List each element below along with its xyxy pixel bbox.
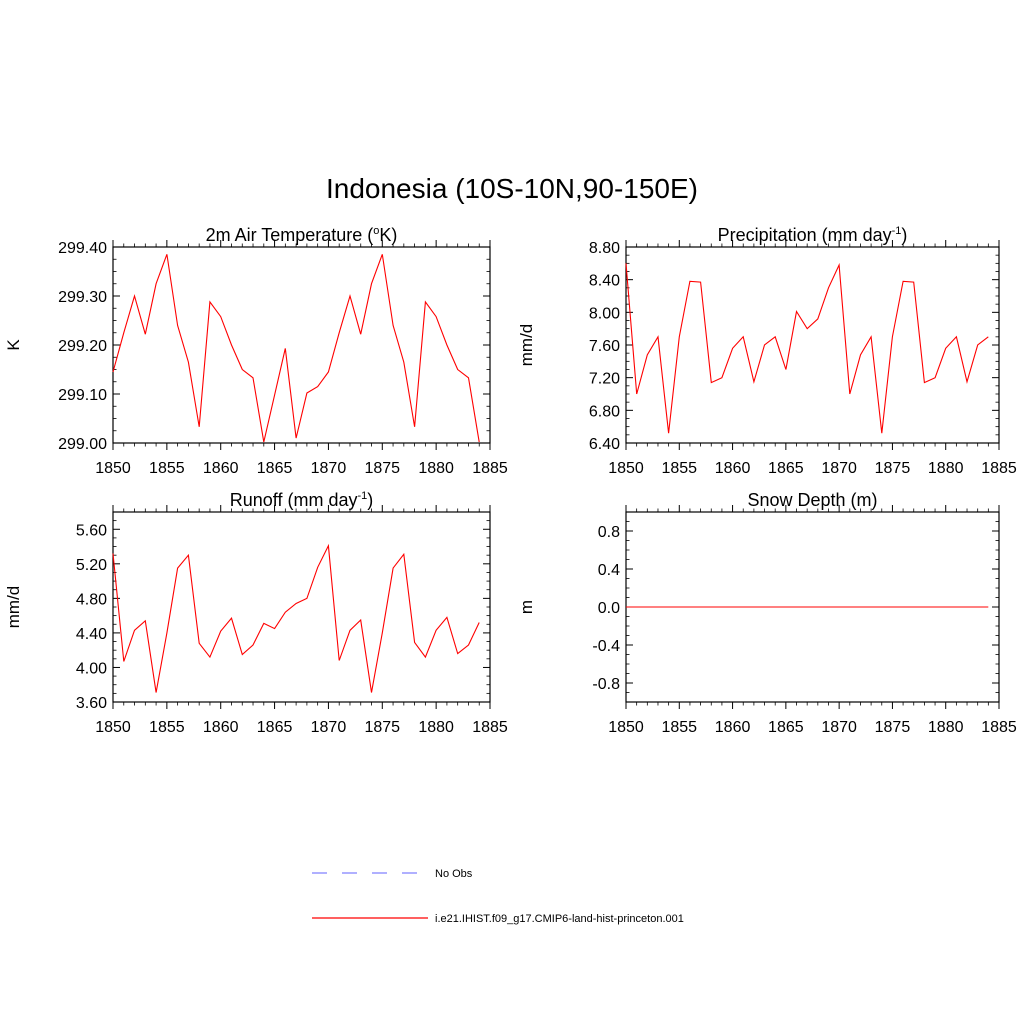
panel-title-superscript: -1 bbox=[357, 490, 367, 502]
x-tick-label: 1850 bbox=[95, 719, 131, 736]
panel-title-main: Runoff (mm day bbox=[230, 490, 358, 510]
y-tick-label: -0.4 bbox=[592, 638, 620, 655]
y-tick-label: 4.80 bbox=[76, 591, 107, 608]
panel-title: 2m Air Temperature (oK) bbox=[206, 225, 398, 245]
x-tick-label: 1865 bbox=[257, 460, 293, 477]
chart-panels: 1850 1855 1860 1865 1870 1875 1880 1885 299.00 29… bbox=[4, 225, 1017, 736]
x-tick-label: 1875 bbox=[364, 460, 400, 477]
y-tick-label: 6.40 bbox=[589, 436, 620, 453]
panel-title: Precipitation (mm day-1) bbox=[718, 225, 908, 245]
y-tick-label: 4.00 bbox=[76, 660, 107, 677]
x-tick-label: 1885 bbox=[472, 460, 508, 477]
legend-item: No Obs bbox=[312, 868, 473, 880]
x-tick-label: 1855 bbox=[661, 460, 697, 477]
series-line bbox=[625, 262, 989, 434]
y-axis-label: mm/d bbox=[517, 324, 536, 367]
y-tick-label: 299.20 bbox=[58, 338, 107, 355]
y-tick-label: 299.10 bbox=[58, 387, 107, 404]
panel-title-suffix: ) bbox=[901, 225, 907, 245]
x-tick-label: 1850 bbox=[608, 719, 644, 736]
x-tick-label: 1870 bbox=[311, 460, 347, 477]
chart-panel-1: 1850 1855 1860 1865 1870 1875 1880 1885 299.00 29… bbox=[4, 225, 508, 477]
plot-frame bbox=[112, 511, 491, 703]
y-tick-label: 8.40 bbox=[589, 273, 620, 290]
y-tick-label: 7.20 bbox=[589, 371, 620, 388]
plot-frame bbox=[625, 246, 1000, 444]
chart-panel-2: 1850 1855 1860 1865 1870 1875 1880 1885 6.40 6.80… bbox=[517, 225, 1017, 477]
x-tick-label: 1870 bbox=[821, 460, 857, 477]
x-tick-label: 1865 bbox=[257, 719, 293, 736]
y-axis-label: m bbox=[517, 600, 536, 614]
panel-title-suffix: ) bbox=[367, 490, 373, 510]
y-tick-label: 299.00 bbox=[58, 436, 107, 453]
x-tick-label: 1870 bbox=[311, 719, 347, 736]
series-line bbox=[112, 543, 480, 693]
x-tick-label: 1860 bbox=[715, 460, 751, 477]
legend-item: i.e21.IHIST.f09_g17.CMIP6-land-hist-prin… bbox=[312, 913, 684, 925]
x-tick-label: 1865 bbox=[768, 460, 804, 477]
x-tick-label: 1885 bbox=[472, 719, 508, 736]
y-tick-label: 0.0 bbox=[598, 600, 620, 617]
series-line bbox=[112, 254, 480, 443]
x-tick-label: 1880 bbox=[418, 719, 454, 736]
y-tick-label: 4.40 bbox=[76, 626, 107, 643]
panel-title-superscript: o bbox=[373, 225, 379, 237]
x-tick-label: 1885 bbox=[981, 460, 1017, 477]
y-tick-label: 5.20 bbox=[76, 557, 107, 574]
legend: No Obs i.e21.IHIST.f09_g17.CMIP6-land-his… bbox=[312, 868, 684, 925]
x-tick-label: 1860 bbox=[203, 460, 239, 477]
panel-title-main: Precipitation (mm day bbox=[718, 225, 892, 245]
panel-title: Runoff (mm day-1) bbox=[230, 490, 374, 510]
y-tick-label: 6.80 bbox=[589, 403, 620, 420]
x-tick-label: 1860 bbox=[203, 719, 239, 736]
x-tick-label: 1870 bbox=[821, 719, 857, 736]
x-tick-label: 1875 bbox=[875, 460, 911, 477]
y-tick-label: 5.60 bbox=[76, 522, 107, 539]
chart-panel-3: 1850 1855 1860 1865 1870 1875 1880 1885 3.60 4.00… bbox=[4, 490, 508, 736]
y-tick-label: -0.8 bbox=[592, 676, 620, 693]
x-tick-label: 1875 bbox=[875, 719, 911, 736]
y-tick-label: 8.80 bbox=[589, 240, 620, 257]
x-tick-label: 1880 bbox=[418, 460, 454, 477]
x-tick-label: 1865 bbox=[768, 719, 804, 736]
y-axis-label: K bbox=[4, 339, 23, 351]
y-tick-label: 299.30 bbox=[58, 289, 107, 306]
y-axis-label: mm/d bbox=[4, 586, 23, 629]
x-tick-label: 1850 bbox=[608, 460, 644, 477]
x-tick-label: 1855 bbox=[661, 719, 697, 736]
x-tick-label: 1855 bbox=[149, 460, 185, 477]
figure-title: Indonesia (10S-10N,90-150E) bbox=[325, 173, 698, 204]
panel-title-main: 2m Air Temperature ( bbox=[206, 225, 374, 245]
panel-title-suffix: K) bbox=[379, 225, 397, 245]
x-tick-label: 1855 bbox=[149, 719, 185, 736]
panel-title: Snow Depth (m) bbox=[747, 490, 877, 510]
y-tick-label: 299.40 bbox=[58, 240, 107, 257]
legend-label: No Obs bbox=[435, 868, 473, 880]
x-tick-label: 1875 bbox=[364, 719, 400, 736]
x-tick-label: 1880 bbox=[928, 460, 964, 477]
y-tick-label: 0.8 bbox=[598, 524, 620, 541]
x-tick-label: 1885 bbox=[981, 719, 1017, 736]
x-tick-label: 1860 bbox=[715, 719, 751, 736]
x-tick-label: 1880 bbox=[928, 719, 964, 736]
legend-label: i.e21.IHIST.f09_g17.CMIP6-land-hist-prin… bbox=[435, 913, 684, 925]
chart-panel-4: 1850 1855 1860 1865 1870 1875 1880 1885 -0.8 -0.4… bbox=[517, 490, 1017, 736]
y-tick-label: 3.60 bbox=[76, 695, 107, 712]
y-tick-label: 0.4 bbox=[598, 562, 620, 579]
y-tick-label: 7.60 bbox=[589, 338, 620, 355]
y-tick-label: 8.00 bbox=[589, 305, 620, 322]
panel-title-main: Snow Depth (m) bbox=[747, 490, 877, 510]
panel-title-superscript: -1 bbox=[892, 225, 902, 237]
x-tick-label: 1850 bbox=[95, 460, 131, 477]
